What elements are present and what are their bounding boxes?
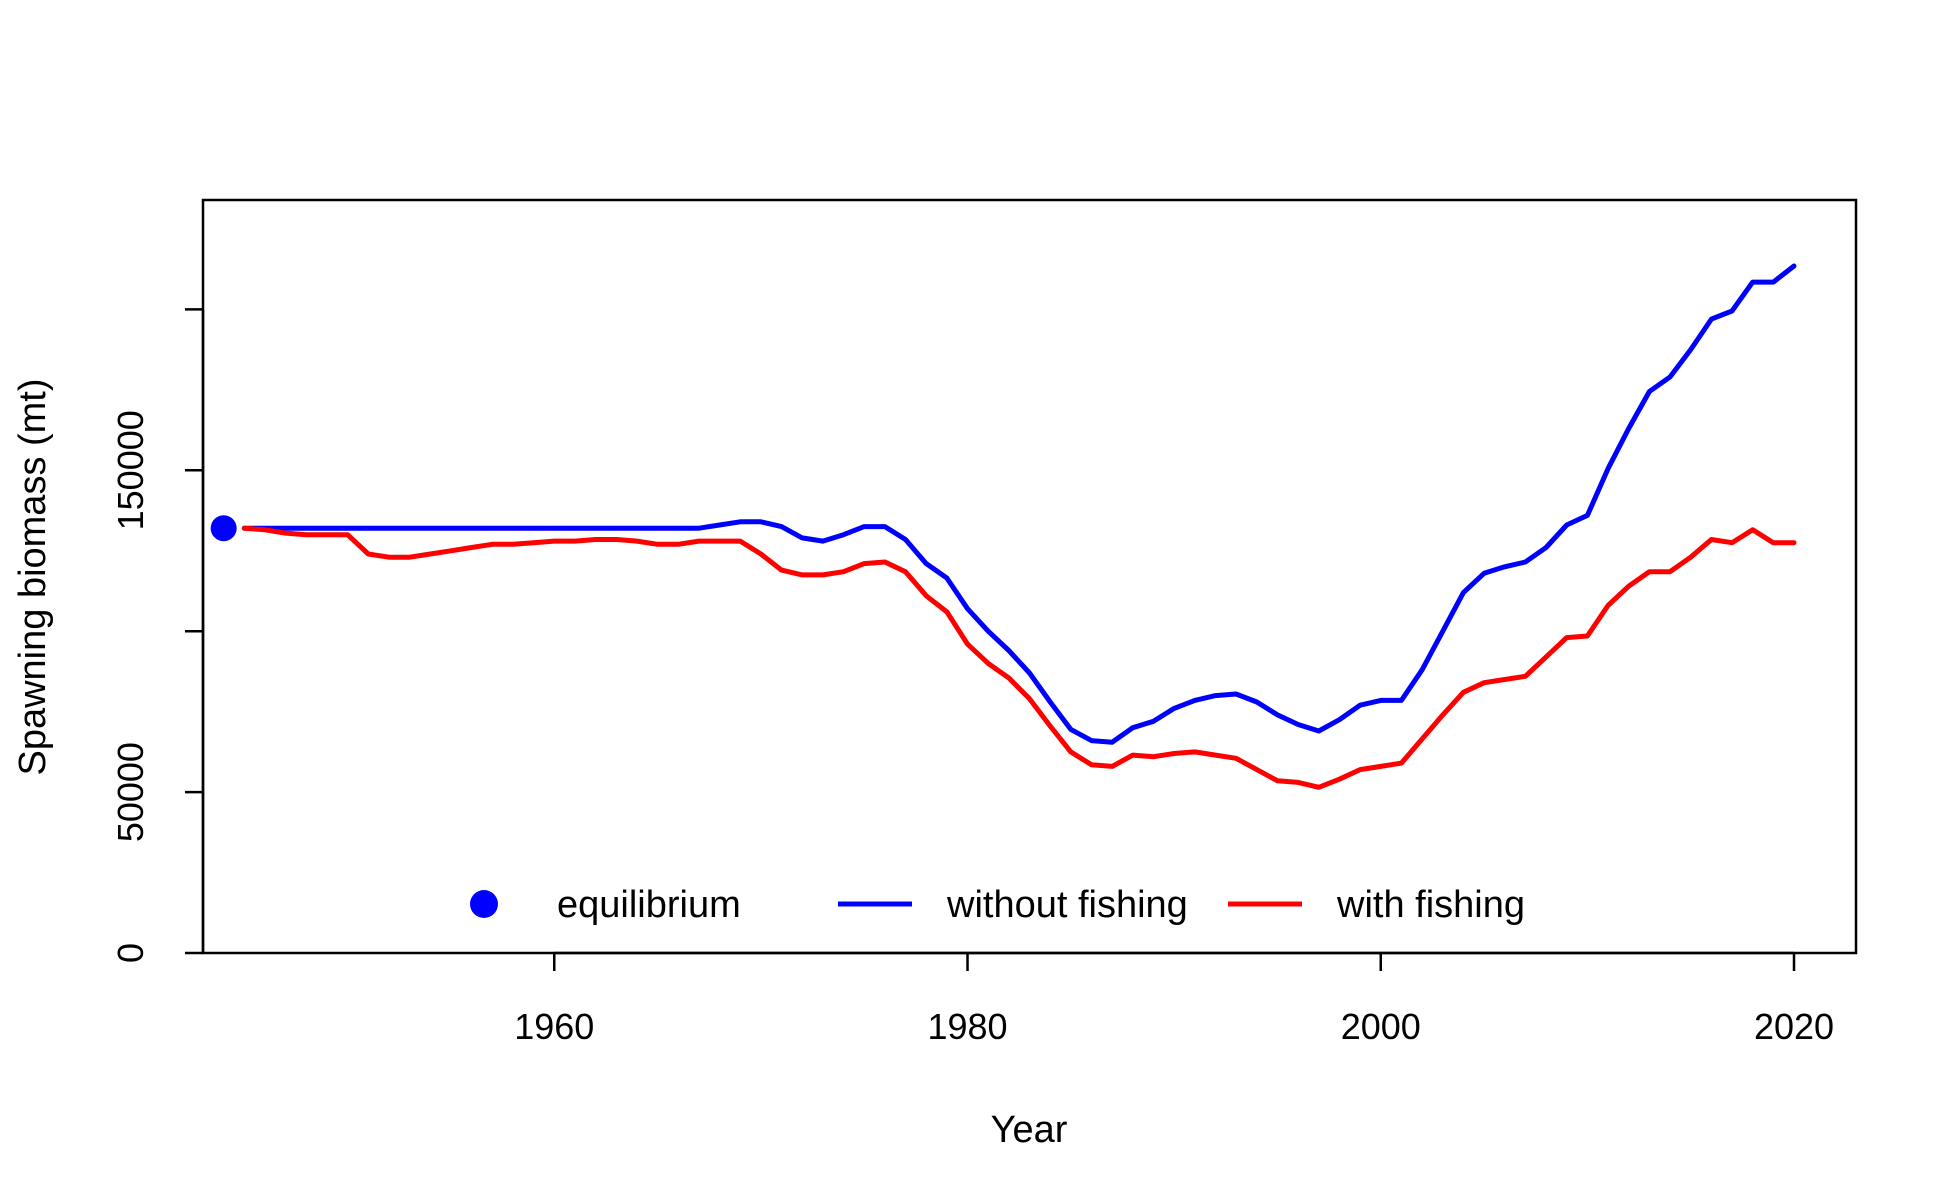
y-tick-label: 150000 xyxy=(110,410,151,530)
series-layer xyxy=(210,263,1797,790)
legend-without-fishing-label: without fishing xyxy=(946,884,1188,926)
x-tick-label: 2000 xyxy=(1341,1006,1421,1047)
legend: equilibrium without fishing with fishing xyxy=(470,884,1525,926)
legend-equilibrium-marker xyxy=(470,890,498,918)
legend-with-fishing-label: with fishing xyxy=(1336,884,1525,926)
series-line-with-fishing xyxy=(241,525,1797,790)
y-axis-title: Spawning biomass (mt) xyxy=(12,378,54,775)
equilibrium-point xyxy=(210,515,237,542)
y-tick-label: 50000 xyxy=(110,742,151,842)
x-tick-label: 2020 xyxy=(1754,1006,1834,1047)
x-tick-label: 1980 xyxy=(927,1006,1007,1047)
x-tick-label: 1960 xyxy=(514,1006,594,1047)
y-axis: 0 50000 150000 xyxy=(110,308,205,963)
y-tick-label: 0 xyxy=(110,943,151,963)
legend-equilibrium-label: equilibrium xyxy=(557,884,741,926)
x-axis: 1960 1980 2000 2020 xyxy=(514,951,1834,1047)
series-line-without-fishing xyxy=(241,263,1797,745)
x-axis-title: Year xyxy=(991,1109,1068,1151)
